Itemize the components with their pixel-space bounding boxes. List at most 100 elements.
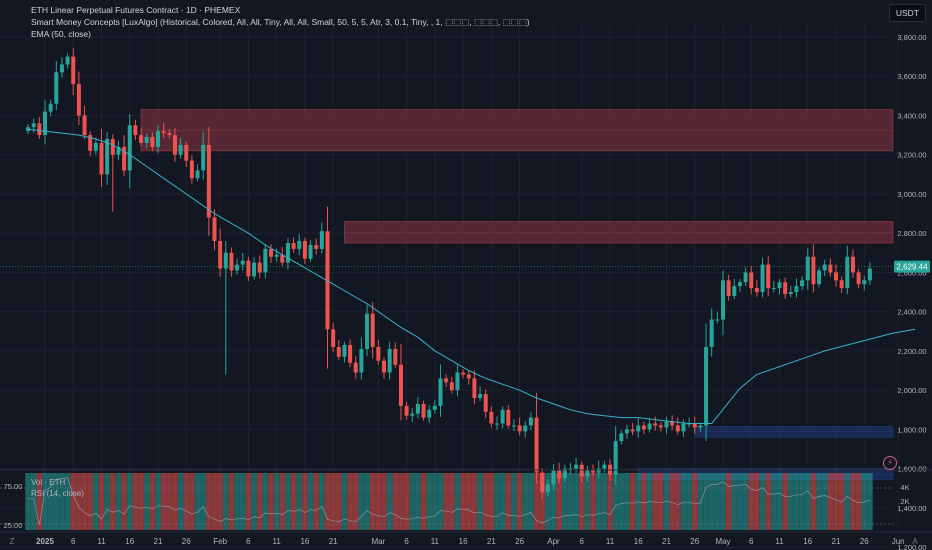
volume-bar [25, 473, 31, 530]
volume-bar [816, 473, 822, 530]
lightning-icon[interactable]: ⚡ [883, 456, 897, 470]
volume-bar [256, 473, 263, 530]
volume-bar [126, 473, 133, 530]
price-tick-label: 3,600.00 [897, 72, 926, 81]
candle [641, 425, 646, 430]
volume-bar [217, 473, 223, 530]
volume-bar [708, 473, 715, 530]
volume-bar [432, 473, 438, 530]
candle [269, 248, 273, 257]
candle [647, 423, 652, 430]
candle [257, 262, 262, 273]
candle [850, 256, 855, 273]
candle [427, 409, 432, 418]
sub-pane-axis: 75.00 25.00 4K 2K [4, 482, 910, 530]
volume-tick-label: 4K [900, 483, 909, 492]
volume-bar [36, 473, 43, 530]
volume-bar [584, 473, 591, 530]
candle [709, 319, 714, 347]
volume-legend[interactable]: Vol · ETH [31, 478, 66, 487]
volume-bar [788, 473, 794, 530]
candle [856, 272, 861, 285]
candle [133, 125, 138, 136]
volume-bar [189, 473, 195, 530]
volume-bar [143, 473, 150, 530]
volume-bar [47, 473, 54, 530]
candle [811, 256, 816, 285]
volume-bar [285, 473, 291, 530]
candle [743, 272, 748, 283]
volume-bar [262, 473, 269, 530]
time-tick-label: 11 [606, 537, 615, 546]
candle [438, 378, 443, 406]
currency-button[interactable]: USDT [888, 4, 926, 22]
symbol-title[interactable]: ETH Linear Perpetual Futures Contract · … [31, 5, 241, 15]
volume-bar [759, 473, 766, 530]
time-tick-label: 26 [515, 537, 524, 546]
volume-bar [42, 473, 48, 530]
candle [122, 146, 127, 171]
volume-bar [110, 473, 116, 530]
candle [291, 243, 296, 249]
time-tick-label: May [715, 537, 730, 546]
candle [201, 144, 206, 171]
candle [370, 313, 375, 347]
candle [771, 288, 776, 290]
ema-indicator-legend[interactable]: EMA (50, close) [31, 29, 91, 39]
rsi-tick-label: 25.00 [4, 521, 23, 530]
candle [404, 405, 409, 416]
volume-bar [375, 473, 382, 530]
volume-bar [53, 473, 60, 530]
volume-bar [573, 473, 579, 530]
time-tick-label: 11 [97, 537, 106, 546]
candle [472, 378, 477, 399]
volume-bar [115, 473, 122, 530]
candle [478, 394, 483, 399]
volume-bar [149, 473, 156, 530]
candle [229, 252, 234, 271]
time-tick-label: 26 [182, 537, 191, 546]
smc-indicator-legend[interactable]: Smart Money Concepts [LuxAlgo] (Historic… [31, 17, 530, 27]
candle [99, 142, 104, 175]
candle [415, 403, 420, 414]
volume-bar [861, 473, 868, 530]
time-tick-label: 6 [749, 537, 754, 546]
candle [393, 348, 398, 365]
volume-bar [765, 473, 771, 530]
volume-bar [449, 473, 455, 530]
volume-bar [771, 473, 777, 530]
volume-bar [59, 473, 65, 530]
volume-bar [465, 473, 472, 530]
volume-bar [691, 473, 698, 530]
volume-bar [183, 473, 190, 530]
time-tick-label: 16 [634, 537, 643, 546]
volume-bar [488, 473, 495, 530]
candle [297, 241, 302, 249]
volume-bar [482, 473, 489, 530]
candle [144, 137, 149, 143]
candle [828, 264, 833, 273]
candle [110, 139, 115, 155]
price-tick-label: 2,600.00 [897, 268, 926, 277]
candle [240, 260, 245, 265]
price-tick-label: 1,400.00 [897, 504, 926, 513]
candle [71, 56, 76, 85]
candle [721, 280, 725, 320]
candle [715, 319, 720, 321]
candle [444, 378, 449, 383]
volume-bar [748, 473, 755, 530]
volume-bar [369, 473, 376, 530]
candle [105, 139, 110, 175]
volume-bar [313, 473, 319, 530]
rsi-legend[interactable]: RSI (14, close) [31, 489, 84, 498]
price-axis[interactable]: 3,800.00 3,600.00 3,400.00 3,200.00 3,000.00… [897, 33, 926, 550]
volume-tick-label: 2K [900, 497, 909, 506]
candle [398, 364, 403, 406]
time-tick-label: 11 [775, 537, 784, 546]
time-tick-label: 2025 [36, 537, 54, 546]
volume-bar [793, 473, 800, 530]
candle [658, 425, 663, 428]
candle [862, 280, 867, 285]
time-axis[interactable]: 2025 6 11 16 21 26 Feb 6 11 16 21 Mar 6 11 16 21 26 Apr 6 1… [36, 537, 905, 546]
